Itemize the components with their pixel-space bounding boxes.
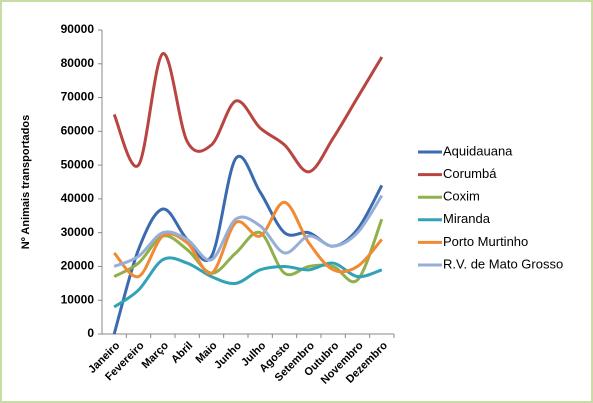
y-tick-label: 0 bbox=[87, 326, 94, 340]
y-tick-label: 70000 bbox=[61, 90, 95, 104]
line-series bbox=[113, 194, 384, 268]
line-series bbox=[113, 200, 383, 279]
y-tick-label: 10000 bbox=[61, 292, 95, 306]
line-series bbox=[113, 256, 383, 309]
legend-label: Miranda bbox=[443, 211, 491, 226]
legend-label: R.V. de Mato Grosso bbox=[443, 256, 563, 271]
y-tick-label: 30000 bbox=[61, 225, 95, 239]
legend-label: Corumbá bbox=[443, 166, 497, 181]
legend-label: Porto Murtinho bbox=[443, 234, 528, 249]
y-tick-label: 20000 bbox=[61, 259, 95, 273]
y-tick-label: 40000 bbox=[61, 191, 95, 205]
y-tick-label: 90000 bbox=[61, 22, 95, 36]
legend-label: Coxim bbox=[443, 189, 480, 204]
y-axis-label: Nº Animais transportados bbox=[20, 115, 32, 249]
y-tick-label: 80000 bbox=[61, 56, 95, 70]
line-series bbox=[112, 52, 384, 174]
y-tick-label: 50000 bbox=[61, 157, 95, 171]
legend-label: Aquidauana bbox=[443, 143, 513, 158]
y-tick-label: 60000 bbox=[61, 124, 95, 138]
